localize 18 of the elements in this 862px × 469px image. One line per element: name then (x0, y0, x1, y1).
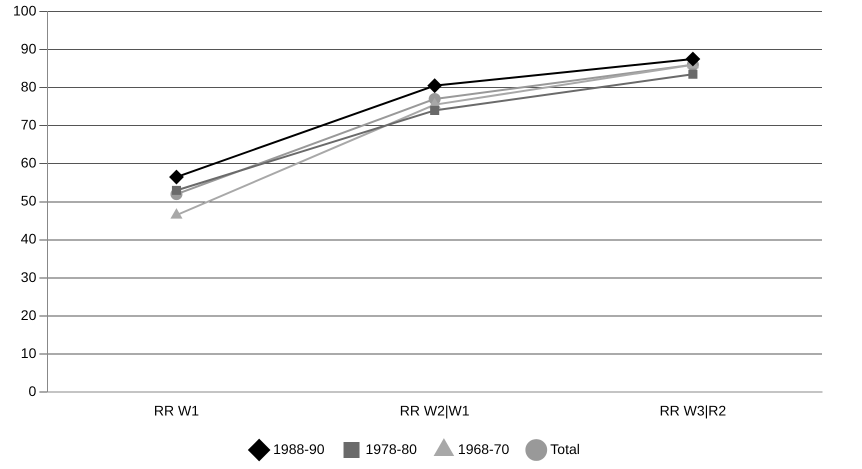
legend-label: Total (550, 440, 580, 457)
y-tick-label: 50 (20, 192, 37, 209)
y-tick-label: 100 (13, 2, 37, 18)
x-tick-label: RR W1 (154, 402, 200, 418)
y-tick-label: 0 (28, 383, 37, 400)
y-tick-label: 40 (20, 230, 37, 247)
x-tick-label: RR W2|W1 (400, 402, 470, 418)
y-tick-label: 10 (20, 344, 37, 361)
y-tick-label: 60 (20, 154, 37, 171)
y-tick-label: 80 (20, 78, 37, 94)
legend-label: 1978-80 (366, 440, 418, 457)
y-tick-label: 30 (20, 268, 37, 285)
x-tick-label: RR W3|R2 (660, 402, 726, 418)
y-tick-label: 90 (20, 40, 37, 56)
y-tick-label: 70 (20, 116, 37, 132)
legend-label: 1988-90 (273, 440, 325, 457)
legend-label: 1968-70 (458, 440, 510, 457)
y-tick-label: 20 (20, 306, 37, 323)
